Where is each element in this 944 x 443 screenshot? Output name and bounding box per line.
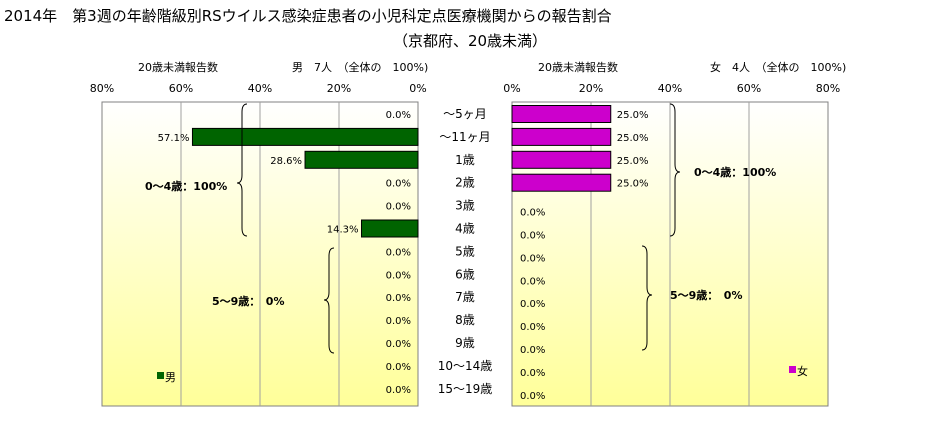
female-tick-label: 80% [816,82,840,95]
male-data-label: 28.6% [270,156,302,167]
male-legend-label: 男 [165,371,176,384]
male-bar [361,219,419,238]
category-label: 4歳 [455,222,475,236]
female-legend-swatch [789,366,796,373]
category-label: 5歳 [455,244,475,258]
male-data-label: 0.0% [386,385,411,396]
female-brace-5-9 [641,245,653,351]
male-data-label: 0.0% [386,362,411,373]
category-label: 6歳 [455,267,475,281]
female-data-label: 25.0% [617,133,649,144]
category-label: 7歳 [455,290,475,304]
male-legend-swatch [157,372,164,379]
chart-subtitle: （京都府、20歳未満） [393,32,547,50]
female-data-label: 25.0% [617,110,649,121]
female-data-label: 0.0% [520,208,545,219]
female-tick-label: 60% [737,82,761,95]
female-data-label: 0.0% [520,299,545,310]
male-tick-label: 20% [327,82,351,95]
male-total-label: 男 7人 （全体の 100%) [292,60,428,74]
female-data-label: 0.0% [520,253,545,264]
category-label: 8歳 [455,313,475,327]
female-data-label: 0.0% [520,322,545,333]
male-data-label: 0.0% [386,339,411,350]
female-bar [511,150,612,169]
male-data-label: 0.0% [386,316,411,327]
female-tick-label: 40% [658,82,682,95]
category-label: 3歳 [455,199,475,213]
male-data-label: 0.0% [386,293,411,304]
male-data-label: 0.0% [386,110,411,121]
category-label: 10～14歳 [438,359,493,373]
female-tick-label: 20% [579,82,603,95]
female-count-label: 20歳未満報告数 [538,61,618,74]
female-bar [511,127,612,146]
male-tick-label: 40% [248,82,272,95]
female-data-label: 25.0% [617,156,649,167]
male-bar [191,127,419,146]
male-data-label: 0.0% [386,202,411,213]
female-brace-0-4 [669,103,681,237]
category-label: 9歳 [455,336,475,350]
female-group2-annotation: 5～9歳： 0% [670,288,742,302]
male-data-label: 0.0% [386,270,411,281]
male-bar [304,150,419,169]
female-data-label: 0.0% [520,391,545,402]
male-data-label: 0.0% [386,247,411,258]
male-data-label: 57.1% [158,133,190,144]
female-data-label: 0.0% [520,276,545,287]
female-legend-label: 女 [797,364,808,378]
female-total-label: 女 4人 （全体の 100%) [710,60,846,74]
category-label: 2歳 [455,176,475,190]
category-label: ～5ヶ月 [443,107,487,121]
axis-ticks: 80% 60% 40% 20% 0% 0% 20% 40% 60% 80% [90,82,840,95]
male-brace-0-4 [236,103,248,237]
bars [191,105,612,238]
male-group1-annotation: 0～4歳：100% [145,179,227,193]
male-tick-label: 60% [169,82,193,95]
male-group2-annotation: 5～9歳： 0% [212,294,284,308]
female-bar [511,173,612,192]
female-tick-label: 0% [503,82,520,95]
male-brace-5-9 [323,247,335,354]
male-tick-label: 80% [90,82,114,95]
female-data-label: 25.0% [617,179,649,190]
male-data-label: 14.3% [327,225,359,236]
female-data-label: 0.0% [520,231,545,242]
female-data-label: 0.0% [520,345,545,356]
category-label: 1歳 [455,153,475,167]
female-bar [511,105,612,123]
female-data-label: 0.0% [520,368,545,379]
data-labels: 0.0% 25.0% 57.1% 25.0% 28.6% 25.0% 0.0% 25.0% 0.… [158,110,649,402]
category-label: 15～19歳 [438,382,493,396]
male-data-label: 0.0% [386,179,411,190]
chart-title: 2014年 第3週の年齢階級別RSウイルス感染症患者の小児科定点医療機関からの報… [4,7,612,25]
category-label: ～11ヶ月 [439,130,490,144]
male-tick-label: 0% [409,82,426,95]
female-group1-annotation: 0～4歳：100% [694,165,776,179]
category-labels: ～5ヶ月 ～11ヶ月 1歳 2歳 3歳 4歳 5歳 6歳 7歳 8歳 9歳 10～14歳 15～19歳 [438,107,493,396]
male-count-label: 20歳未満報告数 [138,61,218,74]
